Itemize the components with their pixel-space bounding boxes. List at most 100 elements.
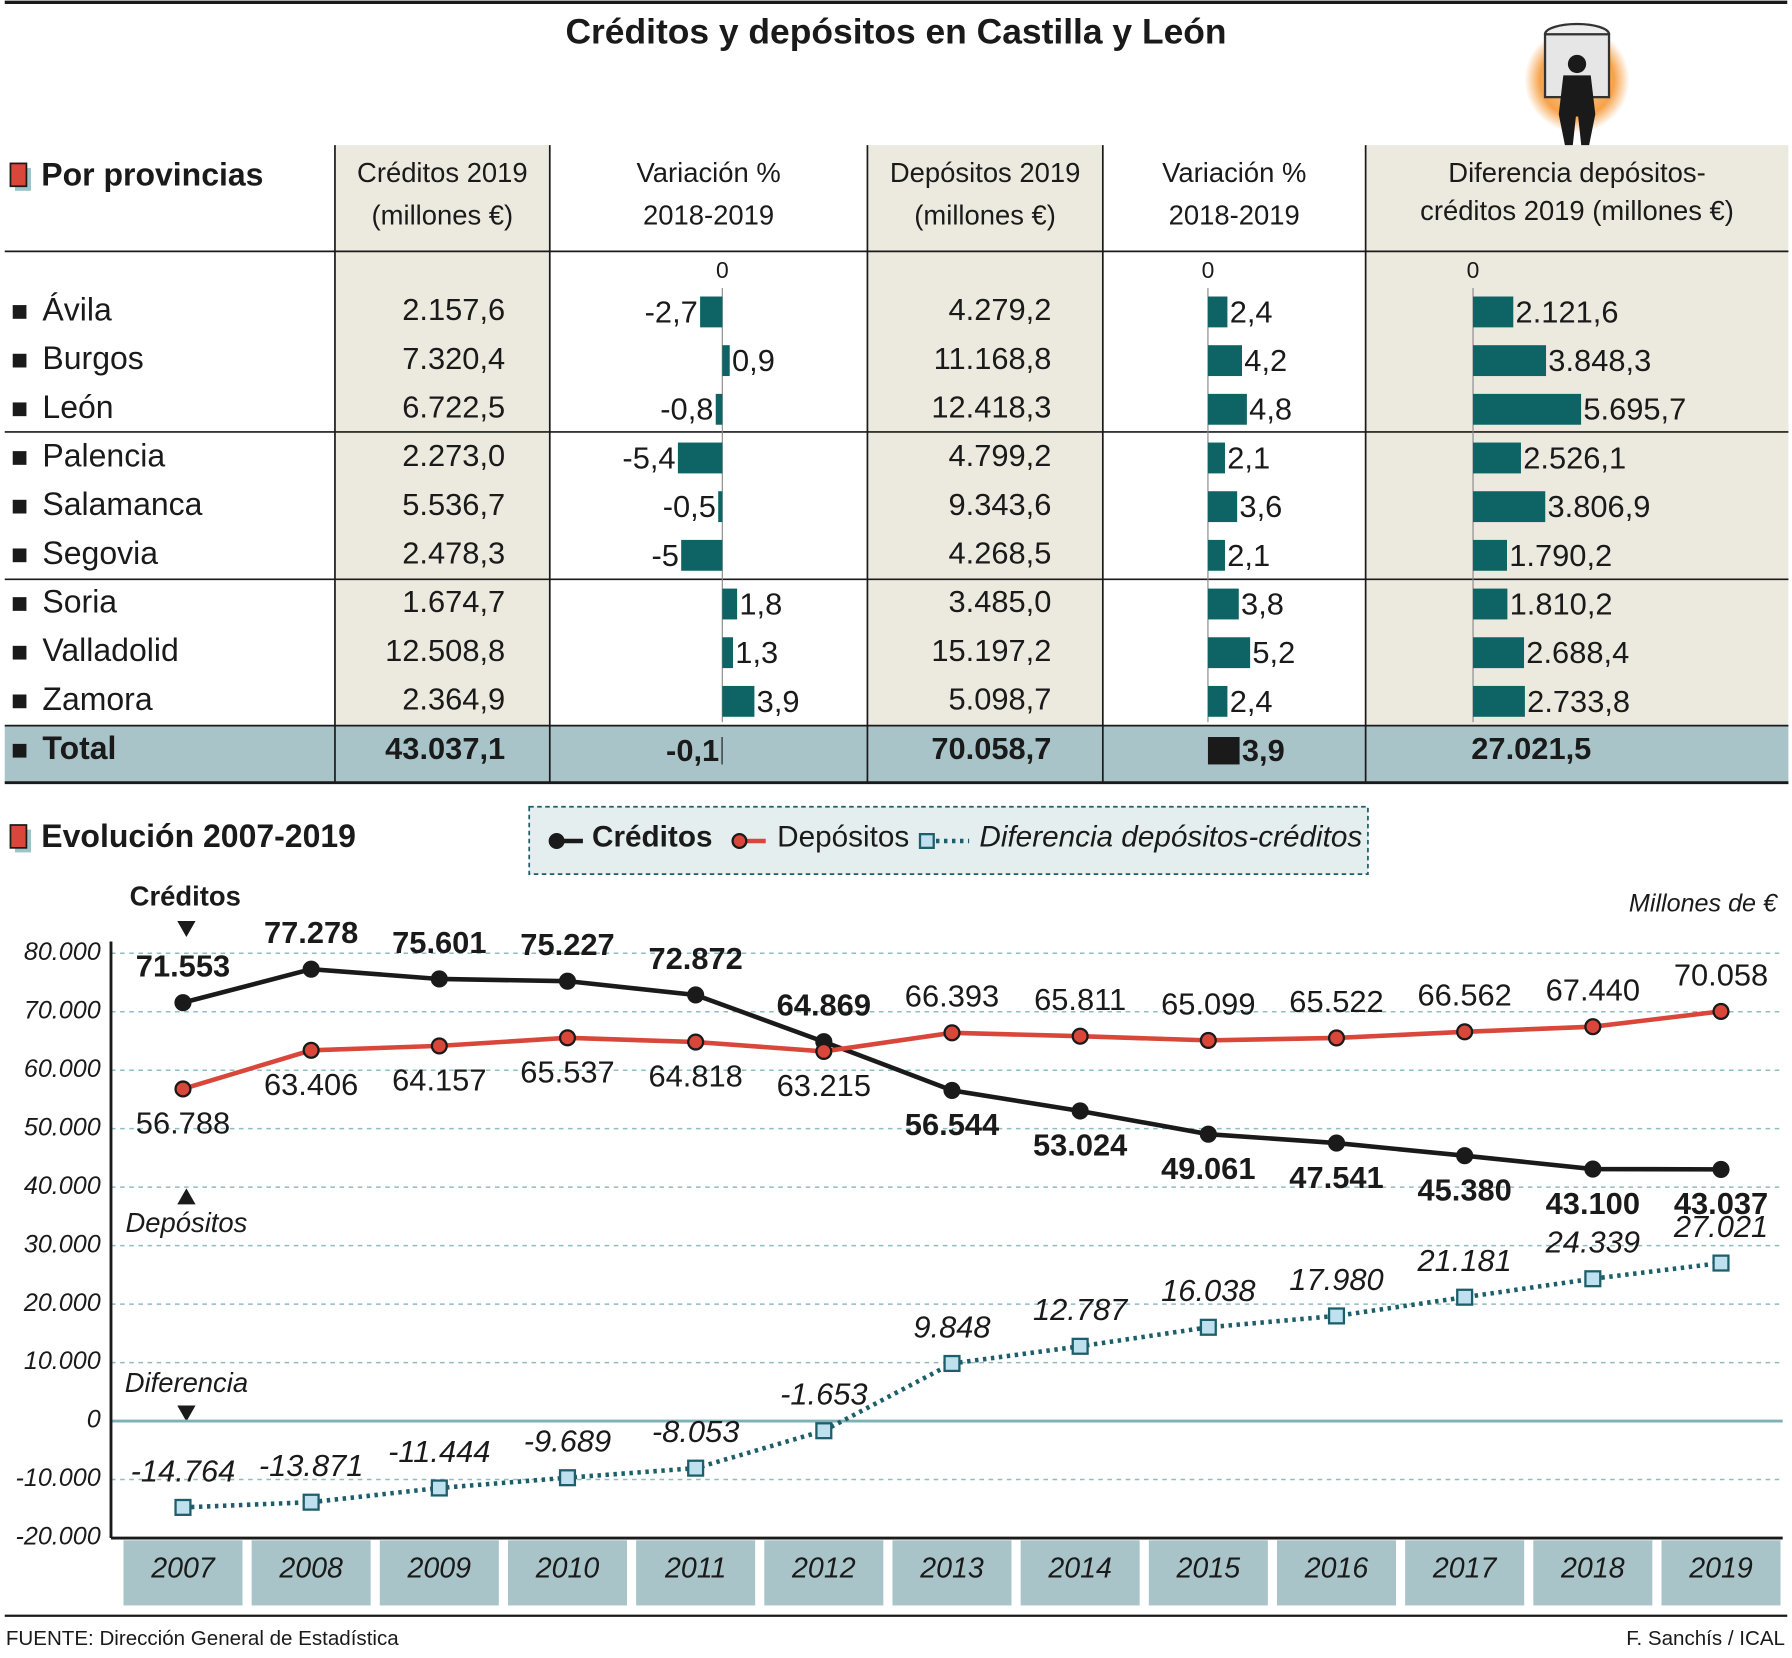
- cell: 6.722,5: [402, 389, 505, 424]
- data-label: 64.818: [648, 1059, 742, 1094]
- bar-label: 5,2: [1252, 635, 1295, 670]
- row-name: Salamanca: [42, 486, 202, 522]
- point: [174, 1498, 192, 1516]
- column-header: Variación %: [637, 157, 781, 188]
- x-tick-label: 2013: [919, 1553, 984, 1585]
- credit: F. Sanchís / ICAL: [1626, 1627, 1785, 1650]
- x-tick-cell: [1276, 1540, 1397, 1606]
- legend-label: Créditos: [592, 821, 712, 854]
- bar-label: -5,4: [622, 440, 675, 475]
- data-label: -13.871: [259, 1448, 364, 1483]
- row-name: Palencia: [42, 437, 165, 473]
- legend-label: Depósitos: [777, 821, 909, 854]
- data-label: -14.764: [131, 1453, 236, 1488]
- bar-label: 3,6: [1239, 489, 1282, 524]
- row-name: Burgos: [42, 340, 143, 376]
- data-label: 9.848: [913, 1309, 990, 1344]
- bar: [677, 442, 723, 474]
- row-name: Soria: [42, 583, 117, 619]
- data-label: 64.157: [392, 1063, 486, 1098]
- data-label: 56.788: [136, 1106, 230, 1141]
- y-tick-label: 40.000: [24, 1172, 101, 1200]
- bar: [718, 491, 723, 523]
- cell: 70.058,7: [931, 731, 1051, 766]
- bar-label: 2.121,6: [1516, 294, 1619, 329]
- point: [302, 1041, 320, 1059]
- bar: [1207, 345, 1243, 377]
- annotation-arrow: [177, 1405, 196, 1422]
- column-shade: [334, 145, 550, 726]
- x-tick-cell: [379, 1540, 499, 1606]
- cell: 5.536,7: [402, 487, 505, 522]
- point: [430, 1037, 448, 1055]
- annotation: Diferencia: [125, 1367, 248, 1398]
- bar-label: -2,7: [645, 294, 698, 329]
- point: [1327, 1134, 1346, 1152]
- bar-label: 3,8: [1241, 586, 1284, 621]
- point: [943, 1081, 961, 1099]
- bar-label: 0,9: [732, 343, 775, 378]
- point: [302, 960, 320, 978]
- legend-marker: [731, 832, 748, 849]
- data-label: 45.380: [1417, 1172, 1511, 1207]
- point: [1712, 1160, 1730, 1178]
- bar-label: -0,5: [663, 489, 716, 524]
- column-header: Créditos 2019: [357, 157, 528, 188]
- point: [1584, 1160, 1602, 1178]
- cell: 4.799,2: [948, 438, 1051, 473]
- bar-label: 2,1: [1227, 440, 1270, 475]
- x-tick-label: 2007: [150, 1553, 216, 1585]
- point: [943, 1024, 961, 1042]
- cell: 11.168,8: [934, 341, 1052, 376]
- bar-label: 4,8: [1249, 392, 1292, 427]
- bar: [1473, 491, 1546, 523]
- data-label: 71.553: [136, 949, 230, 984]
- bar-label: -0,1: [666, 733, 719, 768]
- data-label: 12.787: [1033, 1292, 1129, 1327]
- cell: 43.037,1: [385, 731, 505, 766]
- data-label: 66.562: [1417, 978, 1511, 1013]
- point: [1199, 1031, 1217, 1049]
- bar: [1473, 637, 1525, 669]
- bar: [1207, 296, 1228, 328]
- bar-label: 1.790,2: [1509, 538, 1612, 573]
- data-label: 65.537: [520, 1055, 614, 1090]
- data-label: 72.872: [648, 941, 742, 976]
- bar-label: 2,1: [1227, 538, 1270, 573]
- point: [1327, 1029, 1346, 1047]
- point: [1071, 1337, 1089, 1355]
- column-header: Depósitos 2019: [890, 157, 1080, 188]
- bar: [1207, 588, 1239, 620]
- cell: 4.279,2: [948, 292, 1051, 327]
- source: FUENTE: Dirección General de Estadística: [6, 1627, 399, 1650]
- annotation-arrow: [177, 1188, 196, 1205]
- x-tick-label: 2010: [535, 1553, 600, 1585]
- data-label: 43.100: [1546, 1186, 1640, 1221]
- section-title: Evolución 2007-2019: [41, 818, 356, 854]
- point: [174, 994, 192, 1012]
- row-bullet: [12, 597, 27, 611]
- x-tick-cell: [507, 1540, 627, 1606]
- row-bullet: [12, 353, 27, 368]
- row-bullet: [12, 548, 27, 563]
- data-label: 66.393: [905, 979, 999, 1014]
- data-label: 27.021: [1673, 1209, 1768, 1244]
- y-tick-label: 70.000: [24, 996, 101, 1024]
- icon: [1524, 22, 1630, 149]
- point: [1199, 1318, 1217, 1336]
- x-tick-label: 2012: [791, 1553, 856, 1585]
- bar: [1207, 737, 1240, 765]
- x-tick-label: 2014: [1047, 1553, 1112, 1585]
- cell: 2.273,0: [402, 438, 505, 473]
- cell: 2.364,9: [402, 682, 505, 717]
- data-label: 63.406: [264, 1067, 358, 1102]
- point: [1712, 1002, 1730, 1020]
- annotation: Créditos: [130, 880, 241, 911]
- data-label: 64.869: [777, 988, 871, 1023]
- bar: [700, 296, 723, 328]
- x-tick-label: 2019: [1688, 1553, 1753, 1585]
- data-label: 65.099: [1161, 986, 1255, 1021]
- bar-label: 3.848,3: [1548, 343, 1651, 378]
